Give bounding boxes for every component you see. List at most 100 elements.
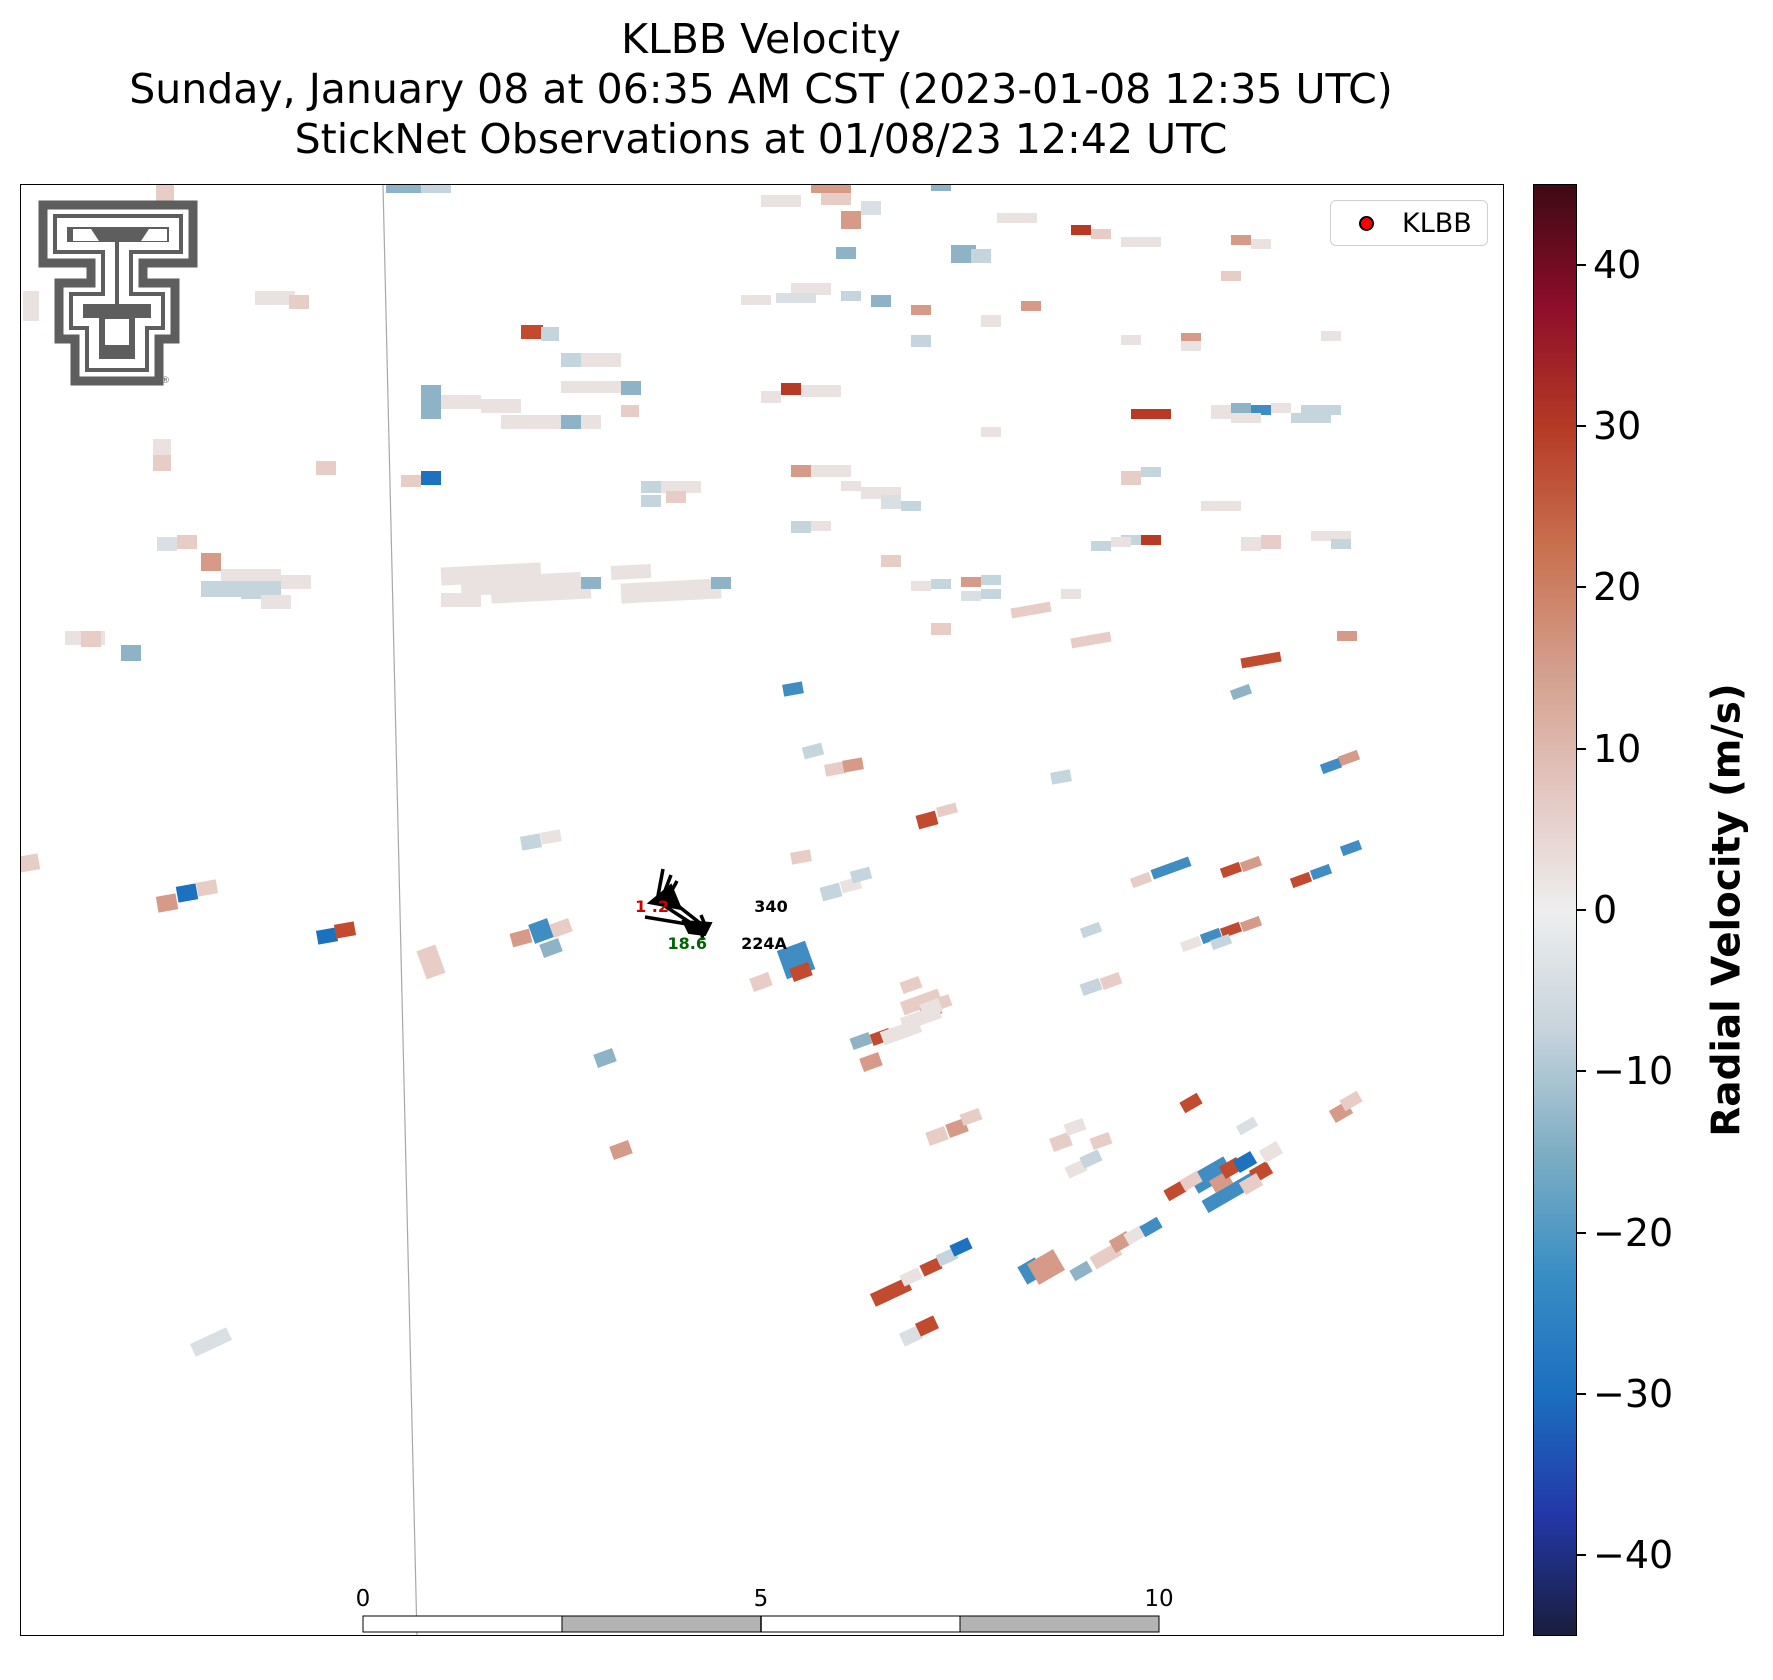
radar-gate <box>951 245 976 263</box>
colorbar-title: Radial Velocity (m/s) <box>1704 683 1750 1137</box>
radar-gate <box>849 866 873 884</box>
map-panel[interactable]: ® 1 .2 340 18.6 224A <box>20 184 1504 1636</box>
radar-gate <box>1070 631 1112 649</box>
radar-gate <box>761 195 801 207</box>
radar-gate <box>581 353 621 367</box>
scale-bar-label-10: 10 <box>1144 1586 1173 1612</box>
radar-gate <box>1131 409 1171 419</box>
radar-gate <box>931 185 951 191</box>
radar-gate <box>481 399 521 413</box>
radar-gate <box>621 405 639 417</box>
radar-gate <box>801 385 841 397</box>
colorbar-tick-mark <box>1577 1070 1586 1073</box>
colorbar-tick-mark <box>1577 909 1586 911</box>
radar-gate <box>581 577 601 589</box>
radar-gate <box>791 283 831 295</box>
radar-gate <box>901 501 921 511</box>
scale-bar-segment <box>959 1615 1160 1633</box>
radar-gate <box>1063 1117 1087 1137</box>
colorbar <box>1533 184 1577 1636</box>
legend-label: KLBB <box>1402 208 1472 239</box>
radar-gate <box>421 401 441 419</box>
radar-gate <box>919 998 943 1018</box>
radar-gate <box>824 761 846 777</box>
radar-gate <box>1021 301 1041 311</box>
radar-gate <box>1121 237 1161 247</box>
radar-gate <box>1181 333 1201 343</box>
radar-gate <box>490 580 592 604</box>
radar-gate <box>899 1267 923 1287</box>
radar-gate <box>1079 1149 1103 1169</box>
radar-gate <box>561 415 581 429</box>
radar-gate <box>871 295 891 307</box>
radar-gate <box>1231 403 1251 413</box>
radar-gate <box>1010 601 1052 619</box>
radar-gate <box>791 465 811 477</box>
radar-gate <box>881 555 901 567</box>
radar-gate <box>1027 1249 1065 1285</box>
radar-gate <box>811 521 831 531</box>
radar-gate <box>1331 539 1351 549</box>
radar-gate <box>971 249 991 263</box>
colorbar-tick-label: −20 <box>1593 1210 1674 1255</box>
radar-gate <box>898 1325 924 1347</box>
radar-gate <box>521 325 543 339</box>
radar-gate <box>1211 405 1231 419</box>
scale-bar-segment <box>561 1615 762 1633</box>
radar-gate <box>1179 1170 1203 1192</box>
radar-gate <box>841 481 861 491</box>
radar-gate <box>931 623 951 635</box>
radar-gate <box>1337 749 1361 767</box>
radar-gate <box>1050 769 1072 785</box>
radar-gate <box>441 593 481 607</box>
radar-gate <box>1235 1116 1259 1136</box>
radar-gate <box>761 391 781 403</box>
radar-gate <box>1238 1172 1264 1196</box>
radar-map[interactable]: ® 1 .2 340 18.6 224A <box>21 185 1504 1636</box>
radar-gate <box>1099 971 1123 991</box>
radar-gate <box>333 921 357 939</box>
radar-gate <box>593 1048 617 1068</box>
radar-gate <box>1319 757 1343 775</box>
radar-gate <box>981 575 1001 585</box>
radar-gate <box>153 439 171 455</box>
radar-gate <box>81 631 101 647</box>
radar-gate <box>153 455 171 471</box>
colorbar-tick-label: 10 <box>1593 726 1642 771</box>
radar-gate <box>931 579 951 589</box>
radar-gate <box>1231 235 1251 245</box>
scale-bar: 0 5 10 km <box>356 1586 1174 1636</box>
scale-bar-unit: km <box>743 1634 779 1636</box>
radar-gate <box>539 938 563 958</box>
colorbar-tick-label: 30 <box>1593 404 1642 448</box>
radar-gate <box>981 427 1001 437</box>
radar-gate <box>791 521 811 533</box>
colorbar-tick-mark <box>1577 425 1586 427</box>
radar-gate <box>1289 871 1313 889</box>
radar-gate <box>859 1052 883 1072</box>
radar-gate <box>1251 405 1271 415</box>
radar-gate <box>741 295 771 305</box>
radar-gate <box>175 883 199 903</box>
radar-gate <box>156 185 174 203</box>
radar-gate <box>1079 921 1103 939</box>
radar-gate <box>821 193 851 205</box>
radar-gate <box>441 395 481 409</box>
title-block: KLBB Velocity Sunday, January 08 at 06:3… <box>0 14 1522 164</box>
radar-gate <box>23 291 39 321</box>
radar-gate <box>842 757 864 773</box>
radar-gate <box>1221 271 1241 281</box>
radar-gate <box>1261 535 1281 549</box>
radar-gate <box>421 385 441 403</box>
radar-gate <box>261 595 291 609</box>
radar-gate <box>1229 683 1253 701</box>
radar-gate <box>421 471 441 485</box>
radar-gate <box>836 247 856 259</box>
radar-gate <box>509 928 533 948</box>
colorbar-tick-label: 40 <box>1593 242 1642 287</box>
svg-text:®: ® <box>161 376 170 386</box>
radar-gate <box>959 1107 983 1127</box>
colorbar-tick-label: −10 <box>1593 1049 1674 1094</box>
radar-gate <box>501 415 561 429</box>
radar-gate <box>961 577 981 587</box>
